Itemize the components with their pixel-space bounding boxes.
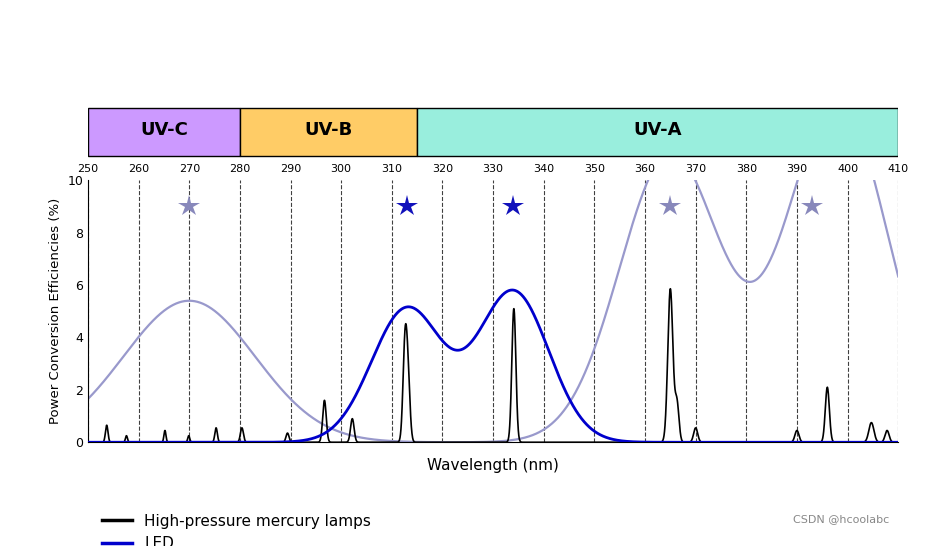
Text: 330: 330: [482, 164, 504, 174]
Text: UV-C: UV-C: [140, 121, 188, 139]
FancyBboxPatch shape: [88, 108, 240, 156]
Text: 310: 310: [382, 164, 402, 174]
Text: 260: 260: [128, 164, 149, 174]
Text: 380: 380: [736, 164, 757, 174]
Text: CSDN @hcoolabc: CSDN @hcoolabc: [793, 514, 889, 524]
Text: 340: 340: [533, 164, 555, 174]
Text: 250: 250: [78, 164, 98, 174]
Text: 270: 270: [179, 164, 200, 174]
Text: UV-B: UV-B: [305, 121, 353, 139]
Text: 300: 300: [331, 164, 352, 174]
Text: 400: 400: [837, 164, 858, 174]
Text: 280: 280: [230, 164, 251, 174]
Text: UV-A: UV-A: [633, 121, 682, 139]
Legend: High-pressure mercury lamps, LED: High-pressure mercury lamps, LED: [95, 508, 378, 546]
X-axis label: Wavelength (nm): Wavelength (nm): [427, 458, 559, 473]
Text: 390: 390: [786, 164, 807, 174]
Text: 290: 290: [280, 164, 301, 174]
Text: 410: 410: [888, 164, 908, 174]
Text: 360: 360: [634, 164, 656, 174]
FancyBboxPatch shape: [240, 108, 417, 156]
FancyBboxPatch shape: [417, 108, 898, 156]
Text: 370: 370: [685, 164, 707, 174]
Text: 350: 350: [584, 164, 605, 174]
Text: 320: 320: [432, 164, 453, 174]
Y-axis label: Power Conversion Efficiencies (%): Power Conversion Efficiencies (%): [49, 198, 62, 424]
